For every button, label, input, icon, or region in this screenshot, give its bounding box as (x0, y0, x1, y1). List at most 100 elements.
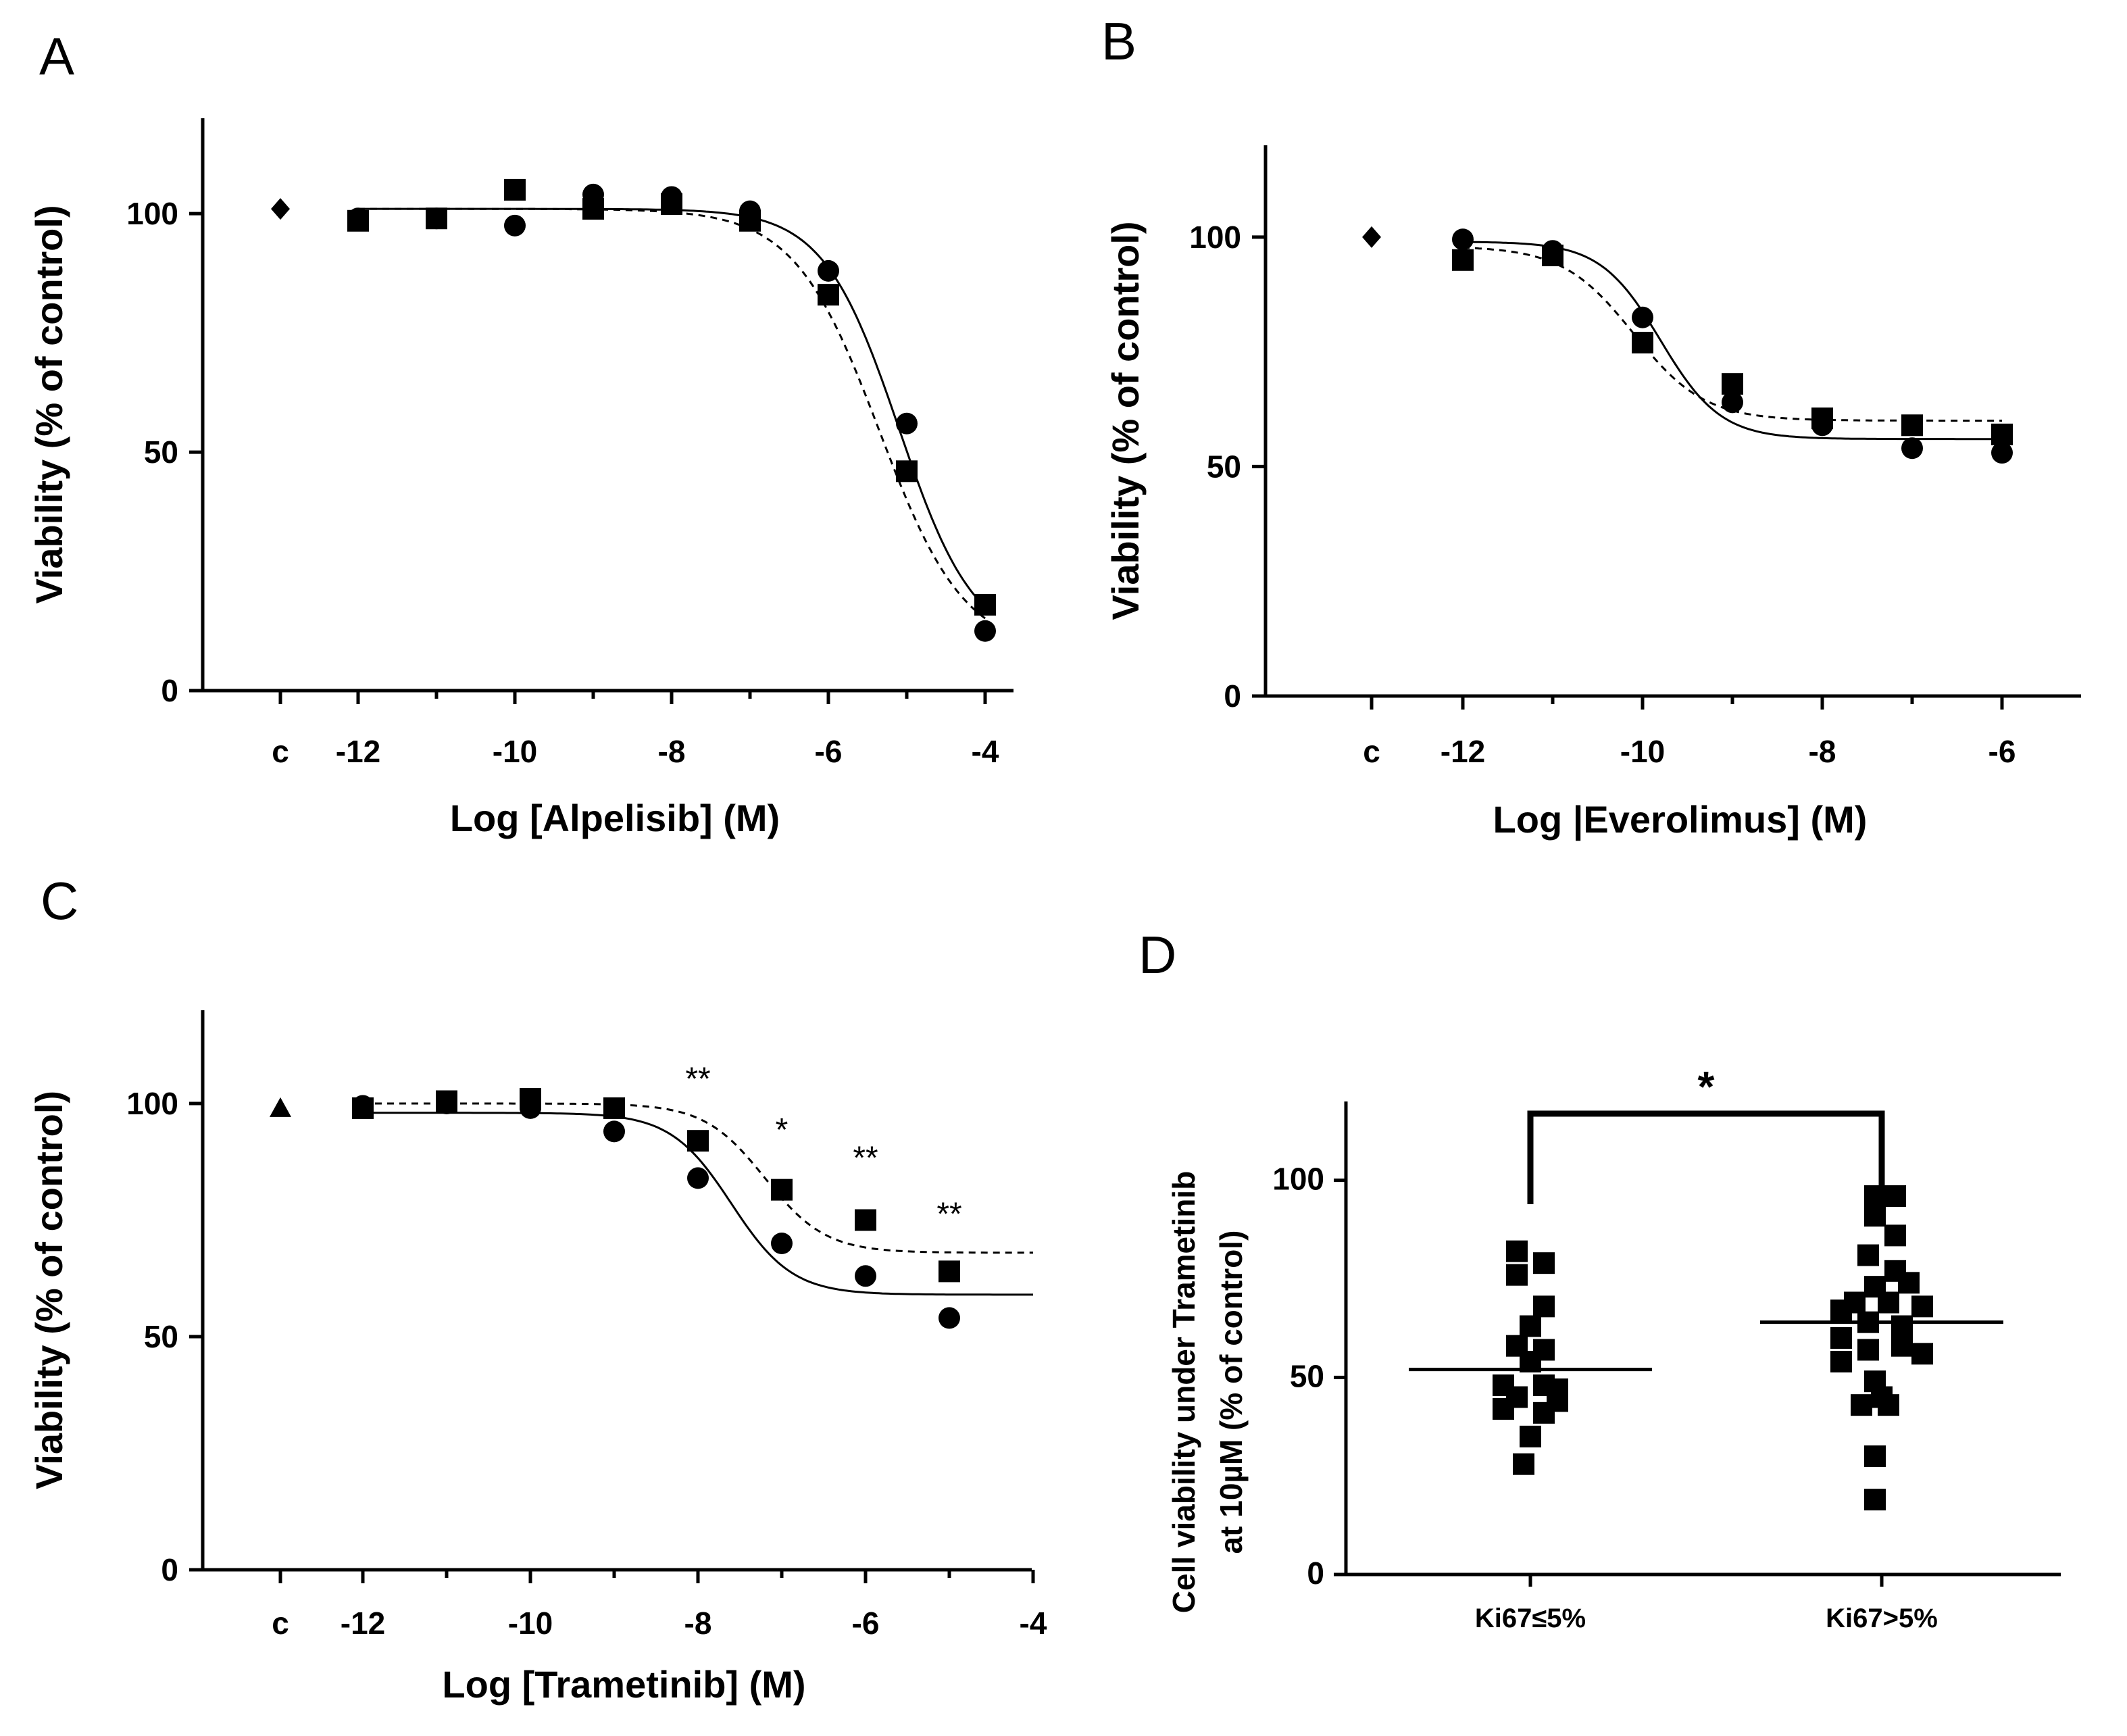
point-high-ki67 (1830, 1327, 1852, 1349)
y-tick-label: 100 (126, 196, 178, 231)
point-high-ki67 (1851, 1394, 1872, 1416)
x-tick-label: -6 (852, 1606, 880, 1641)
point-square (939, 1260, 960, 1283)
point-square (771, 1179, 793, 1201)
point-square (818, 284, 839, 306)
y-tick-label: 100 (1189, 220, 1241, 255)
point-low-ki67 (1520, 1425, 1541, 1447)
fit-curve-circle (358, 207, 986, 608)
panel-letter: C (41, 871, 78, 931)
panel-d: D 0 50 100 Ki67≤5% Ki67>5% Cell viability unde… (1138, 925, 2061, 1633)
y-axis-title: Cell viability under Trametinib (1166, 1171, 1201, 1613)
point-square (603, 1097, 625, 1119)
panel-letter: D (1138, 925, 1176, 985)
significance-label: ** (936, 1196, 961, 1232)
point-low-ki67 (1520, 1315, 1541, 1337)
point-low-ki67 (1533, 1252, 1555, 1274)
point-low-ki67 (1533, 1295, 1555, 1318)
point-circle (855, 1265, 876, 1287)
point-circle (1632, 306, 1653, 328)
x-tick-label: -8 (1809, 734, 1836, 769)
y-tick-label: 100 (126, 1086, 178, 1121)
point-square (855, 1209, 876, 1231)
point-high-ki67 (1898, 1272, 1920, 1294)
point-square (1542, 245, 1563, 266)
point-circle (818, 259, 839, 282)
point-square (1722, 373, 1743, 395)
category-label: Ki67>5% (1826, 1604, 1938, 1633)
point-high-ki67 (1884, 1185, 1906, 1207)
point-high-ki67 (1884, 1224, 1906, 1247)
x-tick-label: -10 (1620, 734, 1665, 769)
point-square (352, 1097, 374, 1119)
point-square (436, 1090, 457, 1112)
point-square (347, 209, 369, 232)
point-high-ki67 (1891, 1315, 1913, 1337)
point-square (687, 1130, 709, 1152)
point-square (1991, 423, 2013, 445)
x-tick-label-control: c (1363, 734, 1380, 769)
point-circle (771, 1233, 793, 1254)
point-square (739, 209, 761, 232)
fit-curve-square (363, 1102, 1033, 1254)
control-point (1362, 226, 1381, 248)
point-square (1901, 414, 1923, 437)
point-square (426, 207, 447, 230)
x-axis-title: Log |Everolimus] (M) (1493, 798, 1868, 841)
point-high-ki67 (1911, 1343, 1933, 1365)
point-circle (939, 1307, 960, 1329)
point-square (504, 178, 526, 201)
y-axis-title: Viability (% of control) (1104, 221, 1147, 620)
point-square (1452, 249, 1474, 271)
point-circle (603, 1120, 625, 1143)
point-low-ki67 (1506, 1264, 1528, 1286)
x-tick-label: -12 (336, 734, 380, 769)
significance-label: * (776, 1112, 789, 1148)
y-tick-label: 50 (144, 1319, 178, 1354)
x-axis-title: Log [Trametinib] (M) (442, 1663, 805, 1706)
point-circle (1722, 391, 1743, 414)
point-high-ki67 (1891, 1335, 1913, 1357)
point-circle (687, 1167, 709, 1189)
point-square (974, 593, 996, 616)
x-tick-label-control: c (272, 734, 289, 769)
x-tick-label-control: c (272, 1606, 289, 1641)
y-tick-label: 0 (161, 1552, 178, 1587)
point-circle (504, 214, 526, 237)
significance-bracket (1527, 1110, 1885, 1204)
control-point (270, 1097, 291, 1117)
y-axis-title: Viability (% of control) (28, 1091, 70, 1489)
panel-c: C 0 50 100 c -12 -10 -8 -6 -4 Log [Trametinib] (M)… (28, 871, 1047, 1706)
point-square (1632, 332, 1653, 354)
point-circle (896, 412, 918, 435)
y-axis-title: Viability (% of control) (28, 205, 70, 603)
fit-curve-square (358, 207, 986, 620)
category-label: Ki67≤5% (1475, 1604, 1586, 1633)
y-axis-title-line-2: at 10µM (% of control) (1213, 1231, 1249, 1554)
point-low-ki67 (1506, 1240, 1528, 1262)
point-low-ki67 (1533, 1402, 1555, 1424)
x-tick-label: -8 (658, 734, 686, 769)
point-circle (1452, 228, 1474, 251)
control-point (271, 198, 290, 220)
panel-letter: A (39, 26, 74, 86)
x-tick-label: -12 (341, 1606, 385, 1641)
x-tick-label: -6 (815, 734, 843, 769)
point-low-ki67 (1513, 1453, 1534, 1475)
y-tick-label: 50 (1207, 449, 1241, 484)
x-axis-title: Log [Alpelisib] (M) (450, 797, 780, 839)
panel-letter: B (1101, 11, 1136, 71)
point-high-ki67 (1864, 1489, 1886, 1511)
panel-a: A 0 50 100 c -12 -10 -8 -6 -4 Log [Alpelisib] (M) V… (28, 26, 1014, 839)
point-circle (1901, 437, 1923, 460)
point-high-ki67 (1857, 1339, 1879, 1361)
y-tick-label: 0 (161, 673, 178, 708)
x-tick-label: -10 (508, 1606, 553, 1641)
panel-b: B 0 50 100 c -12 -10 -8 -6 Log |Everolimus] (M) Vi… (1101, 11, 2081, 841)
x-tick-label: -4 (1020, 1606, 1047, 1641)
y-tick-label: 50 (1290, 1358, 1324, 1393)
x-tick-label: -8 (684, 1606, 712, 1641)
x-tick-label: -4 (972, 734, 999, 769)
point-high-ki67 (1878, 1394, 1899, 1416)
